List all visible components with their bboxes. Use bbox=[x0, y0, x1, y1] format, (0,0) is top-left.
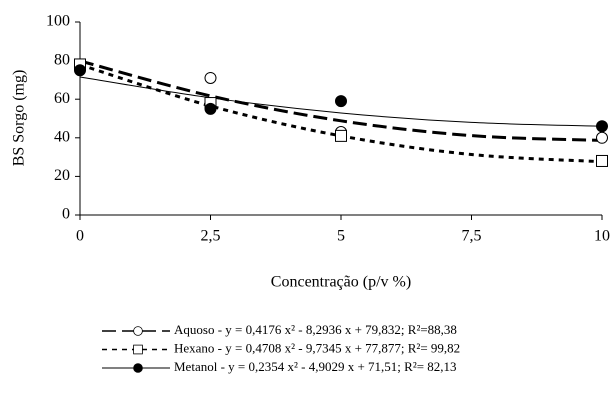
y-tick-label: 40 bbox=[54, 128, 70, 145]
fit-line bbox=[79, 59, 603, 142]
legend-label: Metanol - y = 0,2354 x² - 4,9029 x + 71,… bbox=[174, 359, 457, 374]
point bbox=[596, 120, 608, 133]
legend-label: Hexano - y = 0,4708 x² - 9,7345 x + 77,8… bbox=[174, 340, 460, 355]
y-tick-label: 60 bbox=[54, 90, 70, 107]
x-tick-label: 5 bbox=[337, 228, 345, 245]
y-tick-label: 0 bbox=[62, 206, 70, 223]
legend-marker bbox=[133, 326, 143, 336]
x-tick-label: 7,5 bbox=[462, 228, 482, 245]
x-axis-label: Concentração (p/v %) bbox=[271, 274, 411, 291]
fit-line bbox=[79, 76, 603, 127]
y-axis-label: BS Sorgo (mg) bbox=[11, 70, 28, 167]
x-tick-label: 0 bbox=[76, 228, 84, 245]
y-tick-label: 20 bbox=[54, 167, 70, 184]
legend-label: Aquoso - y = 0,4176 x² - 8,2936 x + 79,8… bbox=[174, 322, 457, 337]
point bbox=[204, 102, 217, 115]
point bbox=[204, 71, 217, 84]
y-tick-label: 80 bbox=[54, 51, 70, 68]
legend-marker bbox=[133, 363, 143, 373]
point bbox=[74, 64, 86, 77]
legend-marker bbox=[133, 344, 143, 355]
point bbox=[335, 129, 347, 142]
y-tick-label: 100 bbox=[46, 13, 70, 30]
x-tick-label: 10 bbox=[594, 228, 610, 245]
point bbox=[596, 154, 608, 167]
x-tick-label: 2,5 bbox=[201, 228, 221, 245]
point bbox=[335, 95, 347, 108]
point bbox=[596, 131, 608, 144]
